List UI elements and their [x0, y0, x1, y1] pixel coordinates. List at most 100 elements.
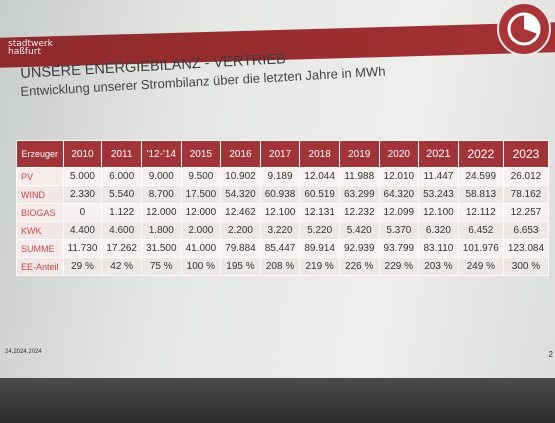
table-cell: 24.599 [457, 167, 504, 186]
table-cell: 54.320 [220, 185, 261, 204]
header-cell: '12-'14 [140, 140, 182, 168]
table-cell: 12.112 [457, 203, 504, 222]
table-cell: 5.540 [101, 185, 142, 204]
header-cell: 2016 [220, 140, 261, 168]
table-cell: 0 [62, 203, 103, 222]
table-cell: 11.447 [418, 167, 459, 186]
table-cell: 12.257 [502, 203, 550, 222]
table-cell: 249 % [457, 257, 504, 276]
table-cell: 100 % [180, 257, 222, 276]
brand-line-1: stadtwerk [8, 39, 53, 49]
table-cell: 64.320 [378, 185, 420, 204]
table-cell: 31.500 [140, 239, 182, 258]
table-cell: 78.162 [502, 185, 550, 204]
table-cell: 79.884 [220, 239, 261, 258]
header-cell: Erzeuger [16, 140, 64, 168]
row-label: WIND [16, 185, 64, 204]
table-cell: 9.000 [140, 167, 182, 186]
table-cell: 12.131 [299, 203, 340, 222]
table-cell: 5.420 [338, 221, 380, 240]
header-cell: 2010 [62, 140, 103, 168]
table-cell: 4.600 [101, 221, 142, 240]
table-cell: 17.262 [101, 239, 142, 258]
table-cell: 229 % [378, 257, 420, 276]
header-cell: 2022 [457, 140, 504, 168]
table-cell: 83.110 [418, 239, 459, 258]
table-cell: 2.330 [62, 185, 103, 204]
table-cell: 89.914 [299, 239, 340, 258]
header-cell: 2020 [378, 140, 420, 168]
table-cell: 12.232 [338, 203, 380, 222]
table-cell: 123.084 [502, 239, 550, 258]
table-cell: 11.988 [338, 167, 380, 186]
brand-line-2: haßfurt [8, 47, 41, 57]
table-cell: 92.939 [338, 239, 380, 258]
row-label: KWK [16, 221, 64, 240]
page-number: 2 [548, 350, 553, 359]
screen-bottom-edge [0, 378, 555, 423]
table-cell: 203 % [418, 257, 459, 276]
table-cell: 10.902 [220, 167, 261, 186]
row-label: BIOGAS [16, 203, 64, 222]
table-cell: 219 % [299, 257, 340, 276]
header-cell: 2023 [502, 140, 550, 168]
table-row: PV 5.000 6.000 9.000 9.500 10.902 9.189 … [16, 167, 550, 186]
table-row: KWK 4.400 4.600 1.800 2.000 2.200 3.220 … [16, 221, 550, 240]
table-cell: 101.976 [457, 239, 504, 258]
table-cell: 300 % [502, 257, 550, 276]
table-cell: 8.700 [140, 185, 182, 204]
footer-date: 24.2024.2024 [5, 349, 42, 355]
table-cell: 12.000 [140, 203, 182, 222]
table-row: BIOGAS 0 1.122 12.000 12.000 12.462 12.1… [16, 203, 550, 222]
table-cell: 6.653 [502, 221, 550, 240]
table-cell: 29 % [62, 257, 103, 276]
table-cell: 12.462 [220, 203, 261, 222]
header-cell: 2021 [418, 140, 459, 168]
row-label: PV [16, 167, 64, 186]
table-row: EE-Anteil 29 % 42 % 75 % 100 % 195 % 208… [16, 257, 550, 276]
table-row: SUMME 11.730 17.262 31.500 41.000 79.884… [16, 239, 550, 258]
brand-logo-text: stadtwerk haßfurt [8, 39, 53, 57]
table-cell: 60.519 [299, 185, 340, 204]
table-cell: 208 % [259, 257, 301, 276]
table-cell: 11.730 [62, 239, 103, 258]
table-cell: 12.099 [378, 203, 420, 222]
table-cell: 12.100 [259, 203, 301, 222]
table-cell: 75 % [140, 257, 182, 276]
table-cell: 4.400 [62, 221, 103, 240]
table-cell: 26.012 [502, 167, 550, 186]
table-cell: 1.122 [101, 203, 142, 222]
presentation-slide: stadtwerk haßfurt UNSERE ENERGIEBILANZ -… [0, 0, 555, 378]
table-cell: 60.938 [259, 185, 301, 204]
table-cell: 3.220 [259, 221, 301, 240]
table-cell: 6.452 [457, 221, 504, 240]
table-cell: 41.000 [180, 239, 222, 258]
header-cell: 2019 [338, 140, 380, 168]
table-cell: 9.189 [259, 167, 301, 186]
table-cell: 63.299 [338, 185, 380, 204]
table-cell: 12.000 [180, 203, 222, 222]
table-cell: 17.500 [180, 185, 222, 204]
table-cell: 5.000 [62, 167, 103, 186]
energy-balance-table: Erzeuger 2010 2011 '12-'14 2015 2016 201… [16, 140, 550, 276]
table-cell: 195 % [220, 257, 261, 276]
row-label: SUMME [16, 239, 64, 258]
table-cell: 93.799 [378, 239, 420, 258]
table-cell: 2.200 [220, 221, 261, 240]
table-cell: 53.243 [418, 185, 459, 204]
row-label: EE-Anteil [16, 257, 64, 276]
table-cell: 58.813 [457, 185, 504, 204]
header-cell: 2017 [259, 140, 301, 168]
table-cell: 12.100 [418, 203, 459, 222]
table-header-row: Erzeuger 2010 2011 '12-'14 2015 2016 201… [16, 140, 550, 168]
pie-chart-logo-icon [497, 2, 551, 56]
table-cell: 6.320 [418, 221, 459, 240]
header-cell: 2015 [180, 140, 222, 168]
table-cell: 226 % [338, 257, 380, 276]
table-cell: 85.447 [259, 239, 301, 258]
table-cell: 2.000 [180, 221, 222, 240]
header-cell: 2018 [299, 140, 340, 168]
table-cell: 1.800 [140, 221, 182, 240]
table-row: WIND 2.330 5.540 8.700 17.500 54.320 60.… [16, 185, 550, 204]
header-cell: 2011 [101, 140, 142, 168]
